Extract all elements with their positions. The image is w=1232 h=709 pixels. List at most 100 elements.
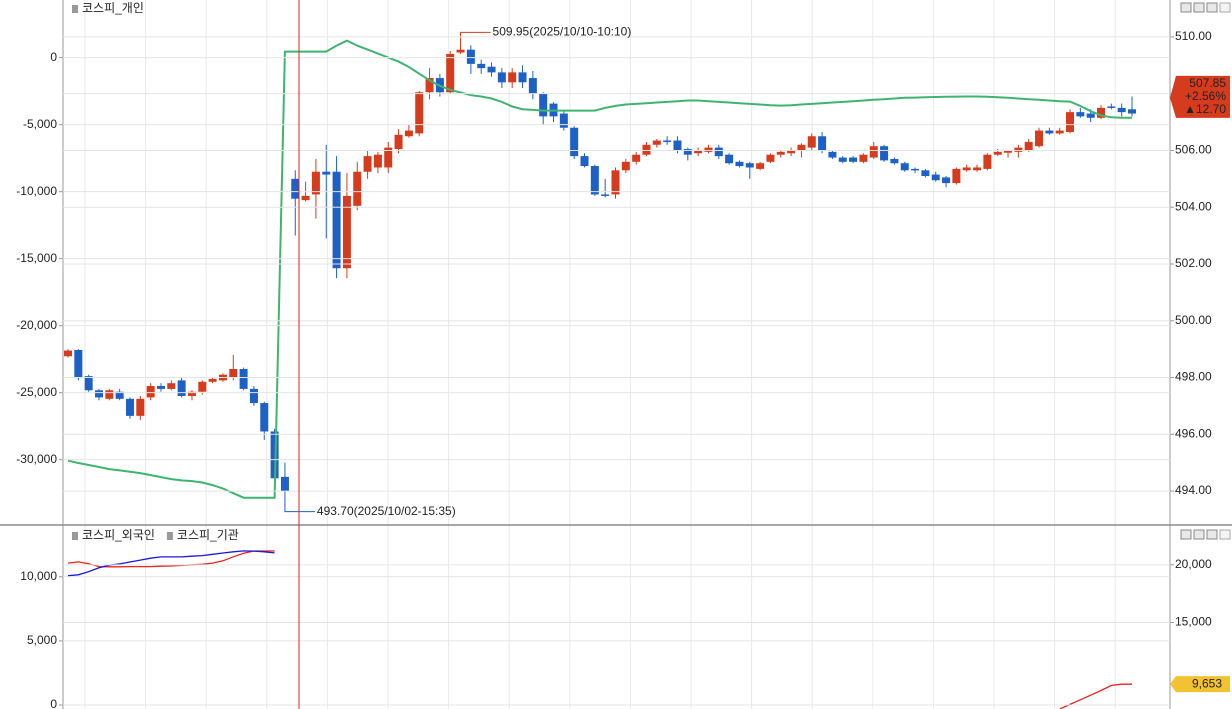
candle-body — [280, 476, 289, 492]
candle-body — [394, 134, 403, 150]
candle-body — [249, 388, 258, 404]
candle-body — [1014, 147, 1023, 152]
candle-body — [642, 144, 651, 155]
button[interactable] — [1180, 529, 1192, 540]
legend-label: 코스피_개인 — [82, 1, 144, 15]
plot-layer: 0 -5,000 -10,000 -15,000 -20,000 -25,000 -30,0… — [16, 1, 1230, 709]
candle-body — [146, 386, 155, 398]
y2-tick-label: 500.00 — [1175, 313, 1212, 327]
candle-body — [993, 151, 1002, 155]
y-tick-label: -10,000 — [16, 184, 57, 198]
candle-body — [1045, 130, 1054, 134]
candle-body — [849, 157, 858, 162]
annotation-label: 509.95(2025/10/10-10:10) — [493, 24, 632, 38]
y2-tick-label: 494.00 — [1175, 483, 1212, 497]
candle-body — [342, 195, 351, 269]
candle-body — [570, 127, 579, 157]
candle-body — [1086, 113, 1095, 118]
candle-body — [363, 156, 372, 172]
candle-body — [1076, 112, 1085, 117]
candle-body — [838, 157, 847, 162]
candle-body — [456, 49, 465, 53]
candle-body — [528, 78, 537, 94]
legend-swatch — [166, 532, 173, 540]
candle-body — [415, 92, 424, 134]
vertical-grid — [84, 0, 1116, 709]
candle-body — [198, 381, 207, 392]
candle-body — [1097, 107, 1106, 118]
candle-body — [921, 170, 930, 176]
y-tick-label: 0 — [50, 697, 57, 709]
button[interactable] — [1193, 2, 1205, 13]
candle-body — [105, 390, 114, 399]
candle-body — [818, 136, 827, 151]
candle-body — [983, 154, 992, 169]
candle-body — [74, 349, 83, 379]
candle-body — [776, 151, 785, 155]
candle-body — [745, 163, 754, 168]
candle-body — [1128, 109, 1136, 114]
candle-body — [94, 390, 103, 398]
candle-body — [311, 171, 320, 195]
candle-body — [559, 113, 568, 128]
candle-body — [621, 161, 630, 171]
y2-tick-label: 496.00 — [1175, 426, 1212, 440]
candle-body — [673, 140, 682, 151]
candle-body — [291, 178, 300, 199]
y-tick-label: -15,000 — [16, 251, 57, 265]
y2-tick-label: 506.00 — [1175, 143, 1212, 157]
candle-body — [683, 149, 692, 155]
close-button[interactable] — [1219, 529, 1231, 540]
button[interactable] — [1180, 2, 1192, 13]
candle-body — [756, 163, 765, 169]
price-tag — [1170, 75, 1230, 118]
legend-label: 코스피_외국인 — [82, 528, 155, 542]
annotation-leader — [284, 499, 315, 513]
candle-body — [260, 403, 269, 432]
candle-body — [1055, 130, 1064, 134]
y-tick-label: 10,000 — [20, 569, 57, 583]
y-tick-label: -20,000 — [16, 318, 57, 332]
candle-body — [797, 144, 806, 151]
series-line — [67, 39, 1132, 499]
candle-body — [332, 171, 341, 269]
candle-body — [156, 386, 165, 389]
candle-body — [880, 146, 889, 161]
candle-body — [404, 130, 413, 137]
button[interactable] — [1193, 529, 1205, 540]
candle-body — [580, 156, 589, 167]
candle-body — [539, 93, 548, 117]
y-tick-label: -5,000 — [23, 117, 57, 131]
candle-body — [1035, 130, 1044, 147]
window-buttons-top[interactable] — [1180, 2, 1231, 13]
legend-label: 코스피_기관 — [177, 528, 239, 542]
candle-body — [208, 378, 217, 382]
candle-body — [167, 383, 176, 389]
candle-body — [373, 154, 382, 168]
window-buttons-bottom[interactable] — [1180, 529, 1231, 540]
candle-body — [1066, 112, 1075, 132]
button[interactable] — [1206, 529, 1218, 540]
candle-body — [425, 78, 434, 93]
candle-body — [177, 380, 186, 396]
candle-body — [663, 140, 672, 143]
candle-body — [239, 369, 248, 389]
candle-body — [1117, 107, 1126, 113]
last-price: 507.85 — [1189, 76, 1226, 90]
last-diff: ▲12.70 — [1184, 102, 1226, 116]
candle-body — [735, 161, 744, 167]
y-tick-label: 0 — [50, 50, 57, 64]
candle-body — [869, 146, 878, 158]
candle-body — [115, 391, 124, 399]
candle-body — [632, 154, 641, 162]
y2-tick-label: 498.00 — [1175, 370, 1212, 384]
candle-body — [859, 154, 868, 162]
candle-body — [973, 167, 982, 171]
button[interactable] — [1206, 2, 1218, 13]
candle-body — [807, 136, 816, 148]
candle-body — [931, 174, 940, 181]
value-tag-label: 9,653 — [1192, 676, 1222, 690]
close-button[interactable] — [1219, 2, 1231, 13]
candle-body — [766, 154, 775, 162]
